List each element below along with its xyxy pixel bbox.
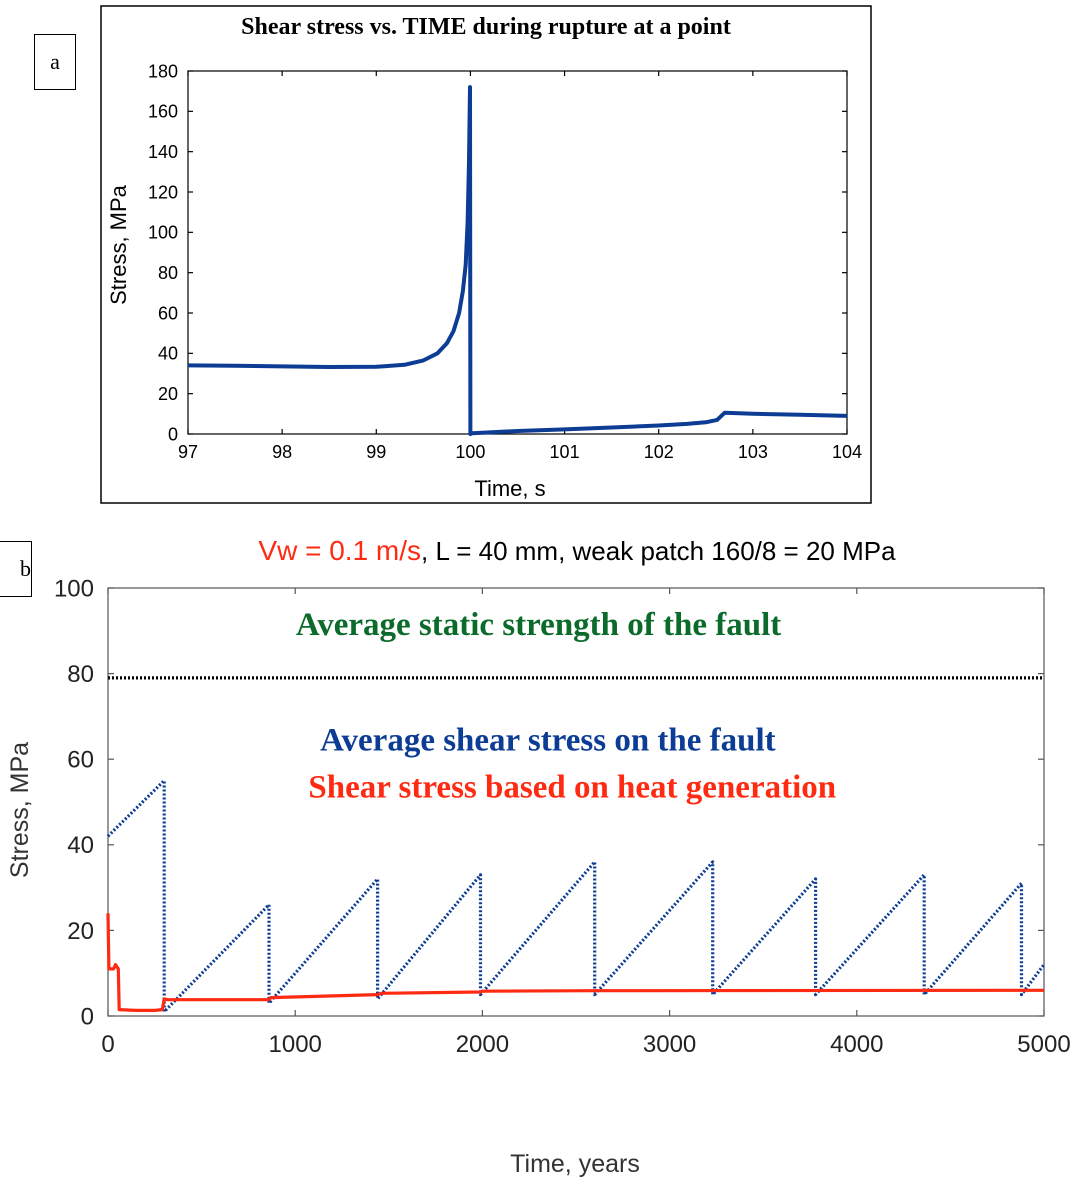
panel-b-title-part-1: Vw = 0.1 m/s bbox=[258, 535, 421, 566]
panel-a-y-tick-label: 160 bbox=[148, 102, 178, 122]
panel-b-y-tick-label: 100 bbox=[54, 575, 94, 602]
panel-a-x-tick-label: 98 bbox=[272, 442, 292, 462]
panel-b-y-label: Stress, MPa bbox=[6, 742, 34, 878]
panel-a-x-tick-label: 104 bbox=[832, 442, 862, 462]
panel-a-x-tick-label: 103 bbox=[738, 442, 768, 462]
panel-b-x-tick-label: 1000 bbox=[269, 1031, 322, 1058]
panel-a-y-label: Stress, MPa bbox=[106, 184, 131, 305]
panel-b-plot: 0 1000 2000 3000 4000 5000 0 20 40 60 80 100 Average… bbox=[54, 575, 1071, 1058]
panel-a-title: Shear stress vs. TIME during rupture at … bbox=[241, 14, 731, 40]
panel-a-y-tick-label: 60 bbox=[158, 303, 178, 323]
panel-b-x-tick-label: 0 bbox=[101, 1031, 114, 1058]
panel-a-x-tick-label: 100 bbox=[455, 442, 485, 462]
panel-b-y-tick-label: 80 bbox=[67, 661, 94, 688]
panel-b-annotation-0: Average static strength of the fault bbox=[296, 607, 781, 643]
panel-a-x-tick-label: 97 bbox=[178, 442, 198, 462]
panel-b-y-tick-label: 40 bbox=[67, 832, 94, 859]
panel-b-x-tick-label: 5000 bbox=[1017, 1031, 1070, 1058]
panel-b-axes-box bbox=[107, 587, 1045, 1017]
panel-b-annotation-2: Shear stress based on heat generation bbox=[308, 770, 836, 806]
panel-a-y-tick-label: 180 bbox=[148, 61, 178, 81]
panel-a-label: a bbox=[34, 34, 76, 90]
panel-b-x-tick-label: 3000 bbox=[643, 1031, 696, 1058]
panel-b-annotation-1: Average shear stress on the fault bbox=[320, 723, 776, 759]
panel-b-title-part-2: , L = 40 mm, weak patch 160/8 = 20 MPa bbox=[421, 536, 896, 566]
panel-a-x-label: Time, s bbox=[474, 476, 545, 501]
panel-b-y-tick-label: 20 bbox=[67, 918, 94, 945]
panel-a-axes-box bbox=[187, 70, 848, 435]
panel-b-x-tick-label: 4000 bbox=[830, 1031, 883, 1058]
panel-a-x-tick-label: 99 bbox=[366, 442, 386, 462]
panel-b-x-tick-label: 2000 bbox=[456, 1031, 509, 1058]
panel-a-y-tick-label: 40 bbox=[158, 344, 178, 364]
panel-b-y-tick-label: 0 bbox=[81, 1003, 94, 1030]
panel-a-y-tick-label: 20 bbox=[158, 384, 178, 404]
panel-a-y-tick-label: 80 bbox=[158, 263, 178, 283]
panel-b-title: Vw = 0.1 m/s, L = 40 mm, weak patch 160/… bbox=[258, 535, 896, 566]
panel-a-plot: 97 98 99 100 101 102 103 104 0 20 40 60 80 100 120 140 1… bbox=[148, 61, 862, 462]
panel-b-x-label: Time, years bbox=[510, 1150, 640, 1178]
panel-a-y-tick-label: 120 bbox=[148, 182, 178, 202]
panel-b-y-tick-label: 60 bbox=[67, 747, 94, 774]
panel-a-y-tick-label: 140 bbox=[148, 142, 178, 162]
panel-a-x-tick-label: 102 bbox=[644, 442, 674, 462]
panel-a-y-tick-label: 100 bbox=[148, 223, 178, 243]
panel-a-frame bbox=[100, 5, 872, 504]
panel-b-series-line-2 bbox=[106, 913, 1045, 1013]
panel-b-series-line-1 bbox=[106, 778, 1046, 1014]
panel-a-y-tick-label: 0 bbox=[168, 424, 178, 444]
panel-b-label: b bbox=[0, 541, 32, 597]
panel-a-series-line-0 bbox=[187, 85, 848, 436]
panel-a-x-tick-label: 101 bbox=[550, 442, 580, 462]
